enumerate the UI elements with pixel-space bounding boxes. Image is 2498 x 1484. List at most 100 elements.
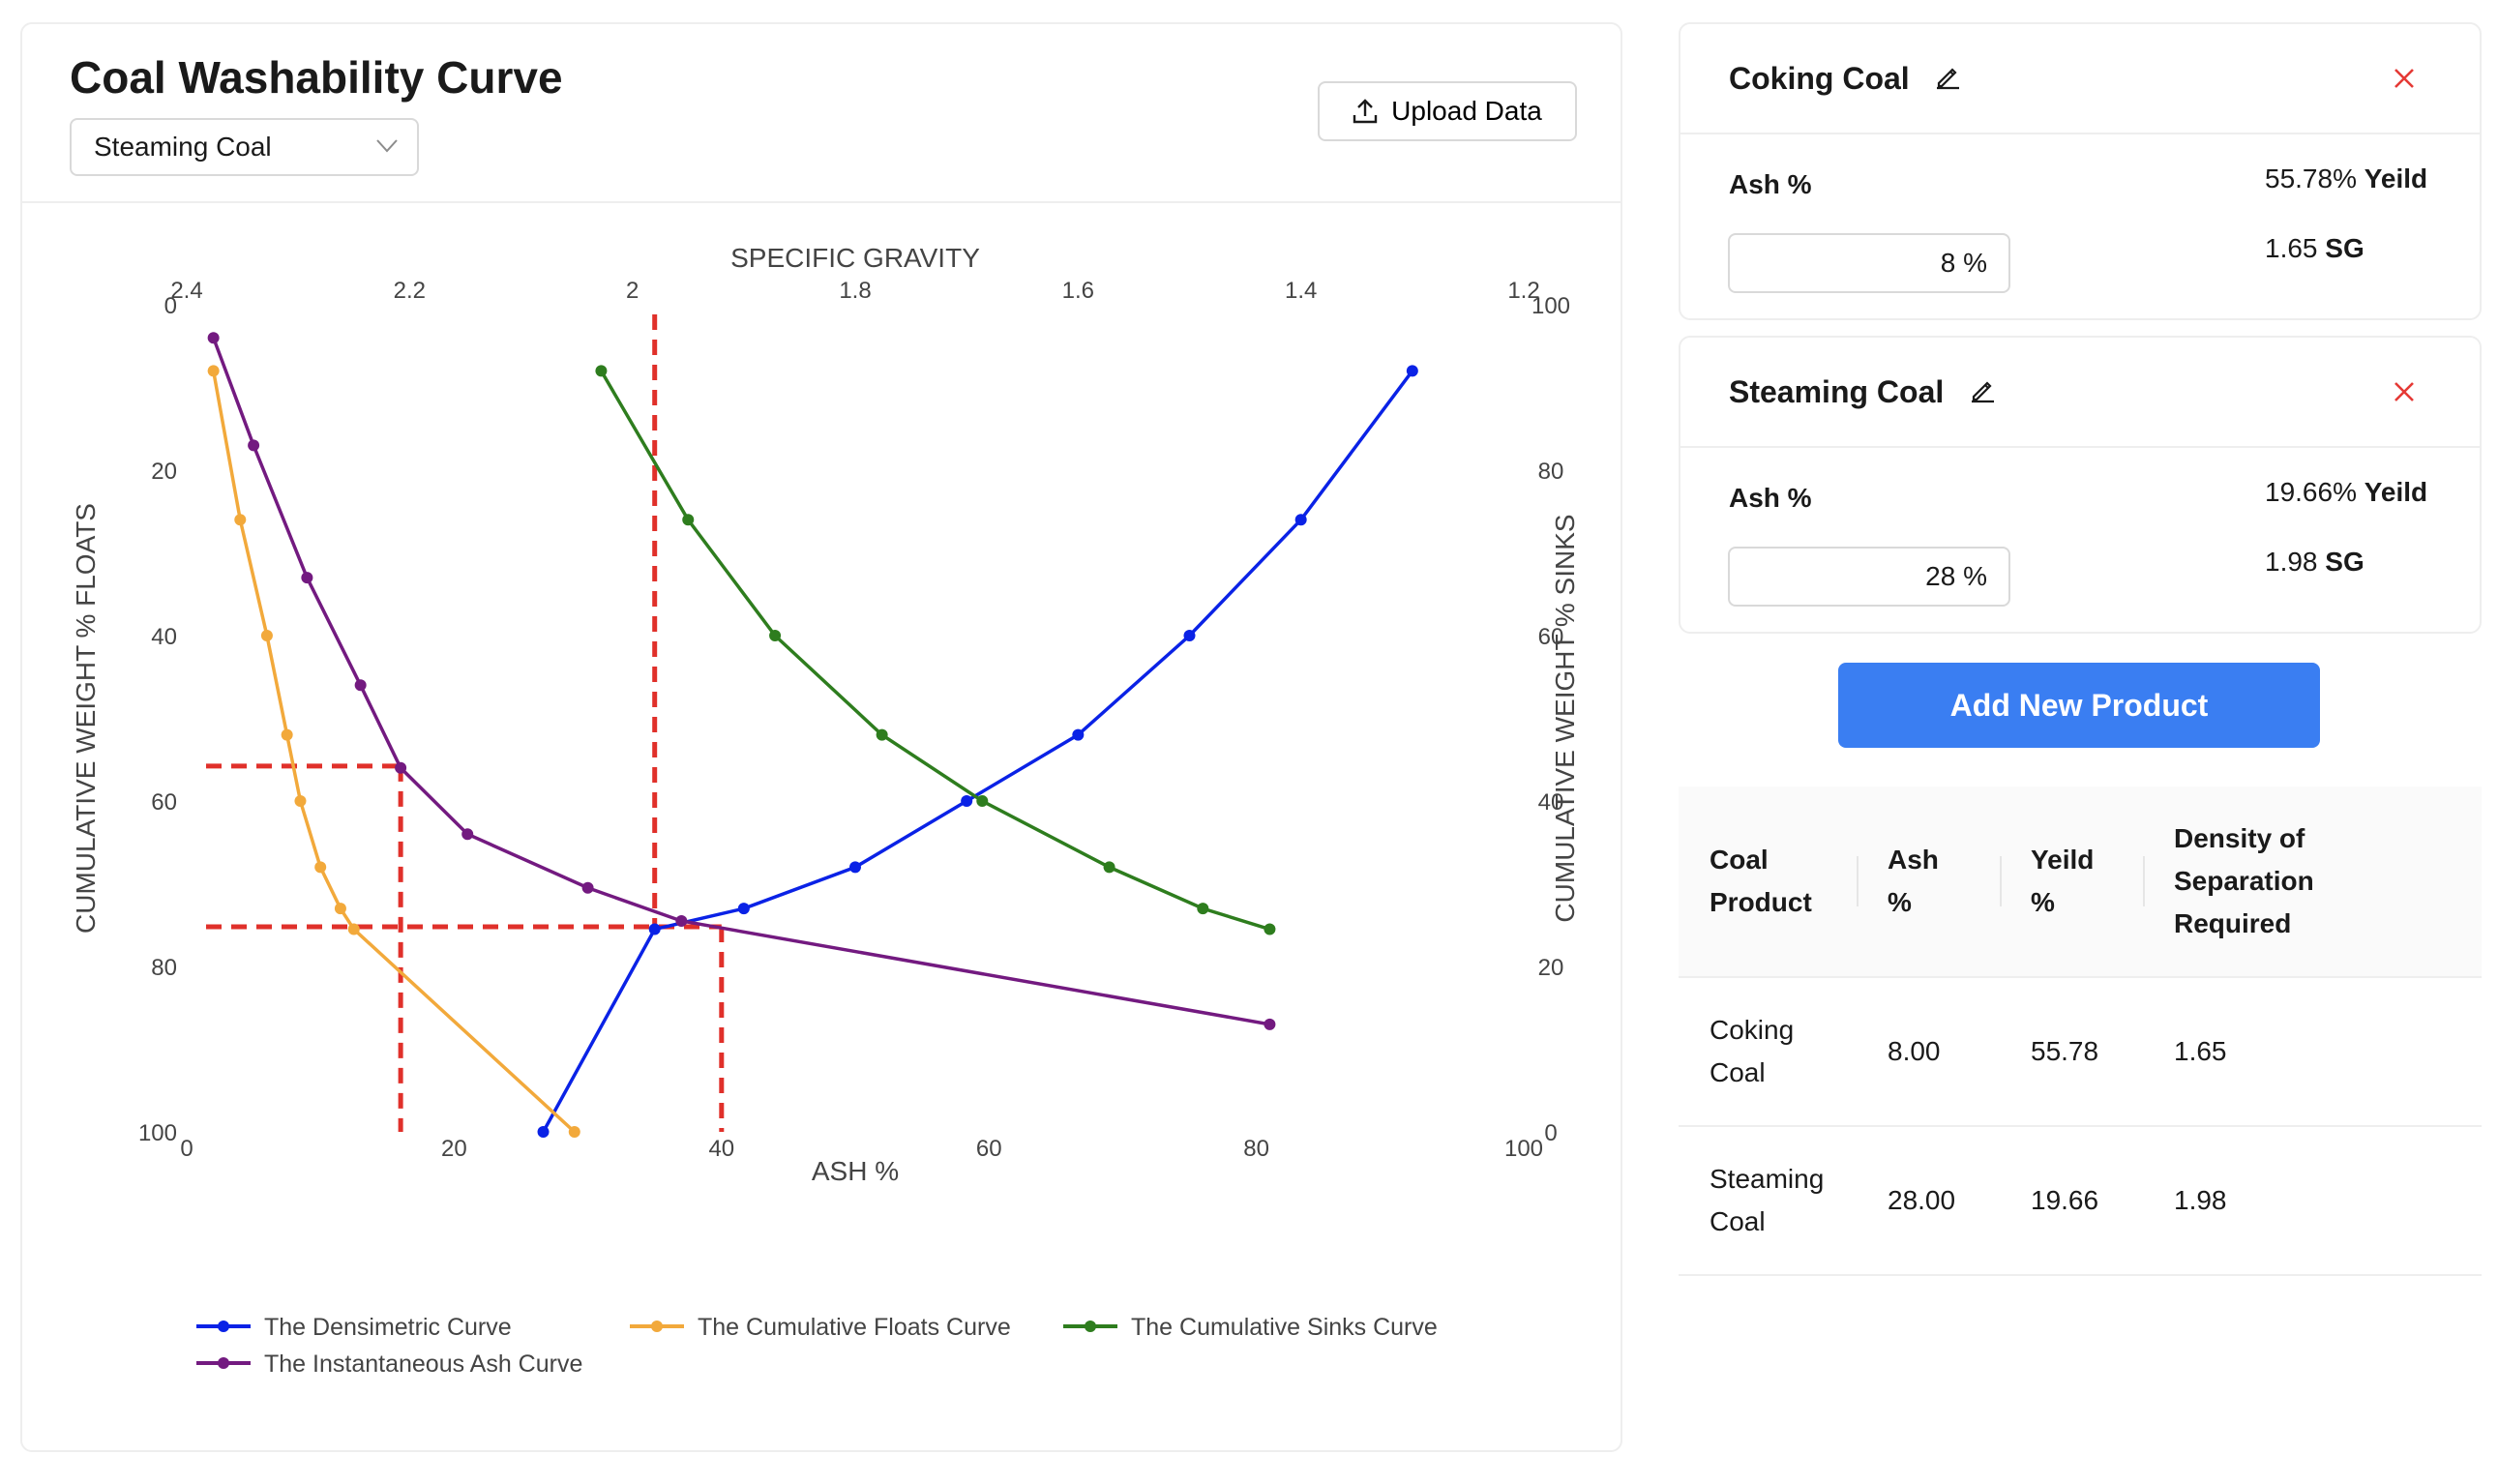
legend-marker bbox=[218, 1321, 229, 1332]
densimetric-point bbox=[537, 1126, 550, 1138]
column-header-ash: Ash % bbox=[1857, 787, 2000, 978]
column-divider bbox=[2000, 856, 2002, 906]
legend-label: The Cumulative Floats Curve bbox=[698, 1314, 1011, 1341]
pencil-icon[interactable] bbox=[1969, 376, 1996, 403]
densimetric-point bbox=[737, 903, 750, 915]
products-table: Coal Product Ash % Yeild % Density of Se… bbox=[1679, 787, 2482, 1276]
legend-label: The Densimetric Curve bbox=[264, 1314, 512, 1341]
cumulative-sinks-line bbox=[599, 370, 1270, 932]
ash-label: Ash % bbox=[1729, 483, 1812, 513]
yield-readout: 19.66% Yeild bbox=[2265, 477, 2427, 508]
densimetric-point bbox=[1406, 365, 1418, 377]
add-new-product-button[interactable]: Add New Product bbox=[1838, 663, 2320, 748]
column-header-label: Coal Product bbox=[1710, 845, 1812, 917]
legend-label: The Cumulative Sinks Curve bbox=[1131, 1314, 1438, 1341]
close-icon[interactable] bbox=[2393, 67, 2416, 90]
x2-tick-label: 1.2 bbox=[1507, 278, 1539, 304]
table-cell: 1.98 bbox=[2143, 1126, 2482, 1276]
densimetric-point bbox=[1183, 630, 1196, 641]
table-row: Coking Coal 8.00 55.78 1.65 bbox=[1679, 977, 2482, 1127]
ash-input[interactable] bbox=[1728, 233, 2010, 293]
densimetric-point bbox=[849, 861, 861, 874]
x2-axis-title: SPECIFIC GRAVITY bbox=[730, 243, 980, 273]
y2-tick-label: 0 bbox=[1544, 1120, 1557, 1146]
instantaneous-ash-point bbox=[581, 881, 594, 894]
product-card-coking-coal: Coking Coal Ash % 55.78% Yeild 1.65 SG bbox=[1679, 22, 2482, 320]
upload-icon bbox=[1353, 99, 1378, 124]
y2-tick-label: 100 bbox=[1532, 293, 1570, 319]
x-tick-label: 0 bbox=[180, 1136, 193, 1162]
card-header: Coal Washability Curve Steaming Coal Upl… bbox=[22, 24, 1621, 203]
sg-readout: 1.98 SG bbox=[2265, 547, 2364, 578]
cumulative-floats-point bbox=[314, 861, 327, 874]
upload-data-button[interactable]: Upload Data bbox=[1318, 81, 1577, 141]
x2-tick-label: 2.4 bbox=[170, 278, 202, 304]
cell-text: Steaming Coal bbox=[1710, 1164, 1825, 1236]
x-tick-label: 80 bbox=[1243, 1136, 1269, 1162]
y2-axis-title: CUMULATIVE WEIGHT % SINKS bbox=[1550, 514, 1580, 922]
table-cell: Coking Coal bbox=[1679, 977, 1857, 1127]
sg-label: SG bbox=[2325, 547, 2364, 577]
legend-label: The Instantaneous Ash Curve bbox=[264, 1350, 582, 1378]
x2-tick-label: 1.4 bbox=[1285, 278, 1317, 304]
washability-card: Coal Washability Curve Steaming Coal Upl… bbox=[20, 22, 1622, 1452]
yield-label: Yeild bbox=[2364, 163, 2428, 193]
column-header-yield: Yeild % bbox=[2000, 787, 2143, 978]
yield-label: Yeild bbox=[2364, 477, 2428, 507]
densimetric-line bbox=[541, 370, 1414, 1133]
column-header-label: Density of Separation Required bbox=[2174, 823, 2314, 938]
table-row: Steaming Coal 28.00 19.66 1.98 bbox=[1679, 1126, 2482, 1276]
table-header-row: Coal Product Ash % Yeild % Density of Se… bbox=[1679, 787, 2482, 978]
x-tick-label: 20 bbox=[441, 1136, 467, 1162]
column-header-density: Density of Separation Required bbox=[2143, 787, 2482, 978]
densimetric-point bbox=[1072, 728, 1085, 741]
ash-input[interactable] bbox=[1728, 547, 2010, 607]
table-cell: 19.66 bbox=[2000, 1126, 2143, 1276]
x2-tick-label: 2 bbox=[626, 278, 639, 304]
legend-marker bbox=[651, 1321, 663, 1332]
x2-tick-label: 2.2 bbox=[394, 278, 426, 304]
y2-tick-label: 20 bbox=[1538, 955, 1564, 981]
cumulative-sinks-point bbox=[1103, 861, 1115, 874]
x-tick-label: 40 bbox=[708, 1136, 734, 1162]
table-cell: 1.65 bbox=[2143, 977, 2482, 1127]
y2-tick-label: 40 bbox=[1538, 789, 1564, 816]
y-tick-label: 0 bbox=[164, 293, 177, 319]
product-select[interactable]: Steaming Coal bbox=[70, 118, 419, 176]
instantaneous-ash-point bbox=[1264, 1018, 1276, 1030]
instantaneous-ash-point bbox=[207, 332, 220, 344]
pencil-icon[interactable] bbox=[1934, 63, 1961, 90]
product-card-steaming-coal: Steaming Coal Ash % 19.66% Yeild 1.98 SG bbox=[1679, 336, 2482, 634]
sg-value: 1.65 bbox=[2265, 233, 2318, 263]
cumulative-sinks-point bbox=[1197, 903, 1209, 915]
cumulative-floats-point bbox=[260, 630, 273, 641]
y-tick-label: 80 bbox=[151, 955, 177, 981]
y-tick-label: 40 bbox=[151, 624, 177, 650]
yield-value: 55.78% bbox=[2265, 163, 2357, 193]
table-cell: 8.00 bbox=[1857, 977, 2000, 1127]
table-cell: Steaming Coal bbox=[1679, 1126, 1857, 1276]
cumulative-floats-point bbox=[207, 365, 220, 377]
page-title: Coal Washability Curve bbox=[70, 52, 563, 103]
y2-tick-label: 60 bbox=[1538, 624, 1564, 650]
table-cell: 28.00 bbox=[1857, 1126, 2000, 1276]
instantaneous-ash-point bbox=[301, 572, 313, 584]
instantaneous-ash-point bbox=[461, 828, 474, 841]
cumulative-floats-point bbox=[294, 795, 307, 807]
y-axis-title: CUMULATIVE WEIGHT % FLOATS bbox=[71, 503, 101, 934]
y-tick-label: 20 bbox=[151, 459, 177, 485]
sg-value: 1.98 bbox=[2265, 547, 2318, 577]
sg-readout: 1.65 SG bbox=[2265, 233, 2364, 264]
column-divider bbox=[2143, 856, 2145, 906]
cumulative-sinks-point bbox=[682, 514, 695, 526]
column-header-label: Yeild % bbox=[2031, 845, 2095, 917]
cumulative-floats-point bbox=[234, 514, 247, 526]
close-icon[interactable] bbox=[2393, 380, 2416, 403]
x2-tick-label: 1.6 bbox=[1062, 278, 1094, 304]
x-tick-label: 60 bbox=[976, 1136, 1002, 1162]
cumulative-sinks-point bbox=[595, 365, 608, 377]
column-header-coal-product: Coal Product bbox=[1679, 787, 1857, 978]
upload-data-label: Upload Data bbox=[1391, 96, 1542, 126]
cumulative-sinks-point bbox=[876, 728, 888, 741]
product-name: Coking Coal bbox=[1729, 61, 1910, 96]
